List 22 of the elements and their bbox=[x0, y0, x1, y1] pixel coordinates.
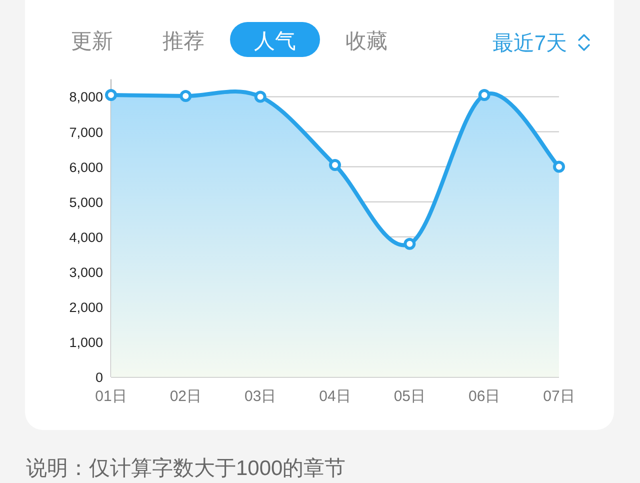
y-tick-label: 4,000 bbox=[69, 230, 103, 245]
tab-label: 人气 bbox=[254, 30, 296, 53]
y-tick-label: 5,000 bbox=[69, 194, 103, 210]
x-tick-label: 05日 bbox=[394, 388, 426, 405]
x-tick-label: 02日 bbox=[170, 388, 202, 405]
y-tick-label: 2,000 bbox=[69, 300, 103, 315]
chart-subtitle: 最近7天 bbox=[492, 32, 567, 55]
x-tick-label: 04日 bbox=[319, 388, 351, 405]
x-tick-label: 06日 bbox=[468, 388, 500, 405]
tab-label: 推荐 bbox=[162, 30, 204, 53]
note: 说明：仅计算字数大于1000的章节 bbox=[26, 457, 346, 480]
x-tick-label: 01日 bbox=[95, 388, 127, 405]
y-tick-label: 6,000 bbox=[69, 160, 103, 175]
y-tick-label: 0 bbox=[95, 370, 103, 385]
x-tick-label: 07日 bbox=[543, 388, 575, 405]
tab-label: 更新 bbox=[71, 30, 113, 53]
y-tick-label: 7,000 bbox=[69, 124, 103, 140]
y-tick-label: 3,000 bbox=[69, 264, 103, 280]
tab-label: 收藏 bbox=[346, 30, 388, 53]
y-tick-label: 1,000 bbox=[69, 334, 103, 350]
x-tick-label: 03日 bbox=[244, 388, 276, 405]
y-tick-label: 8,000 bbox=[69, 90, 103, 105]
